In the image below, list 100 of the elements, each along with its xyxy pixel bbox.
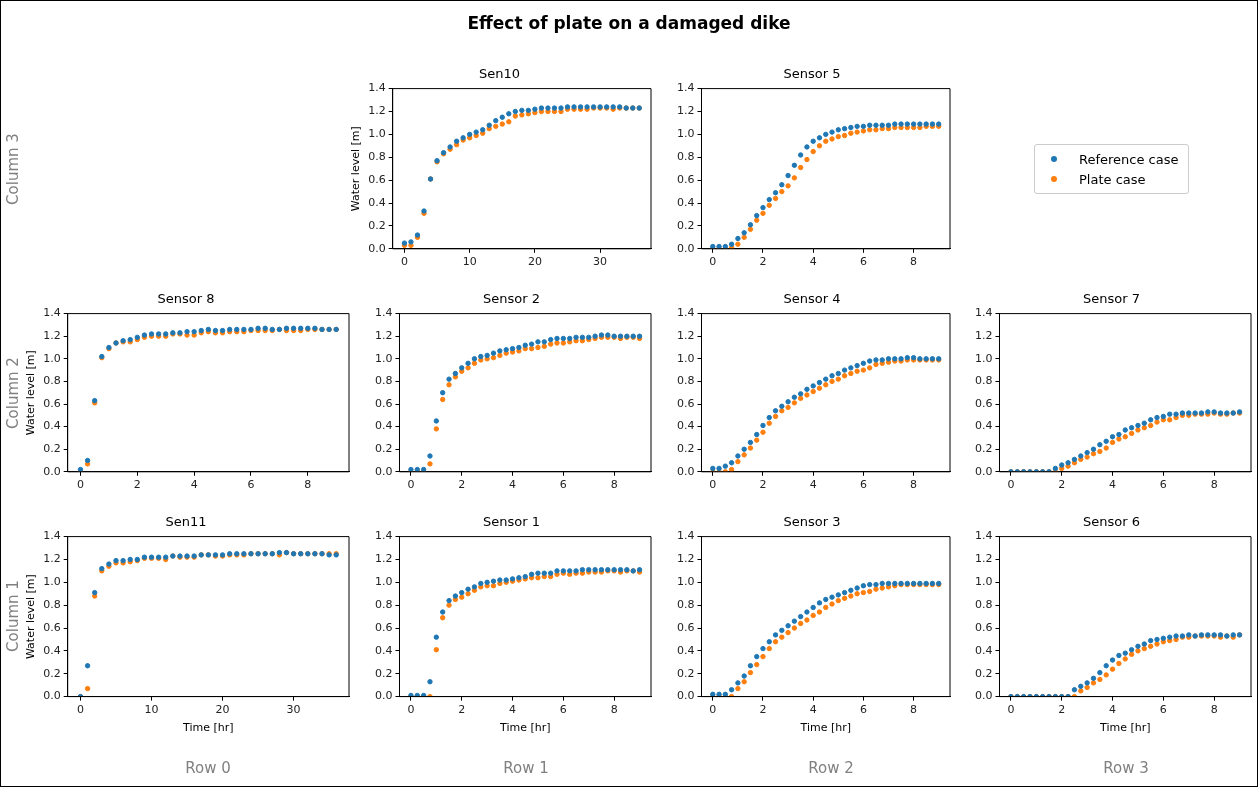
y-tick-label: 0.4 (974, 643, 993, 657)
legend-label: Plate case (1079, 171, 1146, 187)
y-tick-label: 1.0 (43, 351, 61, 365)
x-tick-label: 2 (458, 703, 466, 717)
y-tick-label: 1.4 (974, 306, 993, 320)
x-axis-title: Time [hr] (499, 721, 551, 735)
y-tick-label: 1.0 (676, 127, 695, 141)
text: Row 0 (185, 759, 231, 777)
y-tick-label: 0.2 (368, 218, 386, 232)
x-axis-title: Time [hr] (1099, 721, 1151, 735)
y-tick-label: 1.2 (43, 552, 61, 566)
x-tick-label: 10 (144, 703, 159, 717)
y-tick-label: 0.4 (676, 419, 695, 433)
x-tick-label: 8 (910, 703, 918, 717)
y-tick-label: 0.2 (374, 442, 393, 456)
y-tick-label: 1.2 (676, 329, 695, 343)
y-tick-label: 0.6 (43, 620, 61, 634)
y-tick-label: 1.0 (974, 351, 993, 365)
y-tick-label: 0.8 (974, 598, 993, 612)
y-tick-label: 0.6 (676, 396, 695, 410)
y-tick-label: 0.8 (374, 374, 393, 388)
text: Row 2 (808, 759, 854, 777)
y-tick-label: 0.8 (676, 598, 695, 612)
y-tick-label: 0.6 (974, 620, 993, 634)
x-tick-label: 4 (509, 703, 517, 717)
y-tick-label: 0.6 (368, 173, 386, 186)
y-tick-label: 0.6 (374, 620, 393, 634)
x-tick-label: 0 (407, 703, 415, 717)
y-tick-label: 0.8 (368, 150, 386, 164)
y-tick-label: 0.2 (43, 442, 61, 456)
y-tick-label: 1.2 (374, 552, 393, 566)
y-axis-title: Water level [m] (349, 126, 363, 212)
x-tick-label: 0 (709, 478, 717, 492)
y-tick-label: 1.4 (974, 529, 993, 543)
y-tick-label: 0.4 (676, 643, 695, 657)
y-tick-label: 1.0 (368, 127, 386, 141)
x-tick-label: 4 (1109, 703, 1117, 717)
x-tick-label: 6 (1159, 478, 1167, 492)
y-tick-label: 0.4 (374, 419, 393, 433)
x-tick-label: 0 (407, 478, 415, 492)
y-tick-label: 0.8 (676, 374, 695, 388)
x-tick-label: 8 (1210, 703, 1218, 717)
chart-title: Sen11 (165, 514, 207, 530)
x-tick-label: 8 (910, 255, 918, 269)
y-tick-label: 1.0 (676, 351, 695, 365)
text: Row 1 (503, 759, 549, 777)
legend-label: Reference case (1079, 151, 1179, 167)
y-tick-label: 0.2 (374, 666, 393, 680)
y-tick-label: 0.0 (974, 464, 993, 478)
y-tick-label: 0.4 (676, 195, 695, 209)
x-tick-label: 4 (1109, 478, 1117, 492)
y-axis-title: Water level [m] (24, 350, 38, 436)
x-tick-label: 2 (1058, 703, 1066, 717)
x-tick-label: 2 (133, 478, 141, 492)
x-tick-label: 8 (1210, 478, 1218, 492)
y-tick-label: 1.2 (676, 552, 695, 566)
x-tick-label: 0 (709, 703, 717, 717)
text: Column 1 (4, 580, 22, 652)
y-tick-label: 0.0 (43, 689, 61, 703)
x-tick-label: 8 (610, 703, 618, 717)
x-axis-title: Time [hr] (182, 721, 234, 735)
y-tick-label: 0.4 (368, 195, 386, 209)
y-tick-label: 0.8 (43, 374, 61, 388)
y-axis-title: Water level [m] (24, 574, 38, 660)
y-tick-label: 0.0 (368, 241, 386, 255)
x-tick-label: 2 (1058, 478, 1066, 492)
y-tick-label: 0.6 (676, 620, 695, 634)
y-tick-label: 0.4 (974, 419, 993, 433)
x-tick-label: 4 (809, 478, 817, 492)
x-tick-label: 2 (759, 703, 767, 717)
y-tick-label: 0.6 (676, 173, 695, 186)
x-tick-label: 4 (809, 255, 817, 269)
y-tick-label: 1.4 (374, 529, 393, 543)
x-tick-label: 8 (910, 478, 918, 492)
y-tick-label: 0.8 (43, 598, 61, 612)
x-tick-label: 6 (559, 478, 567, 492)
y-tick-label: 0.4 (43, 643, 61, 657)
y-tick-label: 1.4 (368, 81, 386, 95)
y-tick-label: 0.8 (676, 150, 695, 164)
chart-title: Sensor 6 (1083, 514, 1140, 530)
x-tick-label: 4 (190, 478, 198, 492)
y-tick-label: 1.4 (676, 81, 695, 95)
y-tick-label: 1.2 (974, 329, 993, 343)
x-tick-label: 0 (709, 255, 717, 269)
x-tick-label: 6 (247, 478, 255, 492)
chart-title: Sensor 3 (783, 514, 841, 530)
x-tick-label: 8 (304, 478, 312, 492)
y-tick-label: 0.4 (374, 643, 393, 657)
x-tick-label: 6 (559, 703, 567, 717)
chart-title: Sensor 2 (483, 291, 540, 307)
y-tick-label: 0.8 (974, 374, 993, 388)
y-tick-label: 1.2 (676, 104, 695, 118)
x-tick-label: 30 (286, 703, 301, 717)
x-axis-title: Time [hr] (799, 721, 851, 735)
x-tick-label: 6 (859, 255, 867, 269)
x-tick-label: 20 (527, 255, 542, 269)
chart-title: Sensor 1 (483, 514, 540, 530)
y-tick-label: 0.2 (676, 218, 695, 232)
y-tick-label: 1.0 (43, 575, 61, 589)
x-tick-label: 0 (76, 478, 84, 492)
